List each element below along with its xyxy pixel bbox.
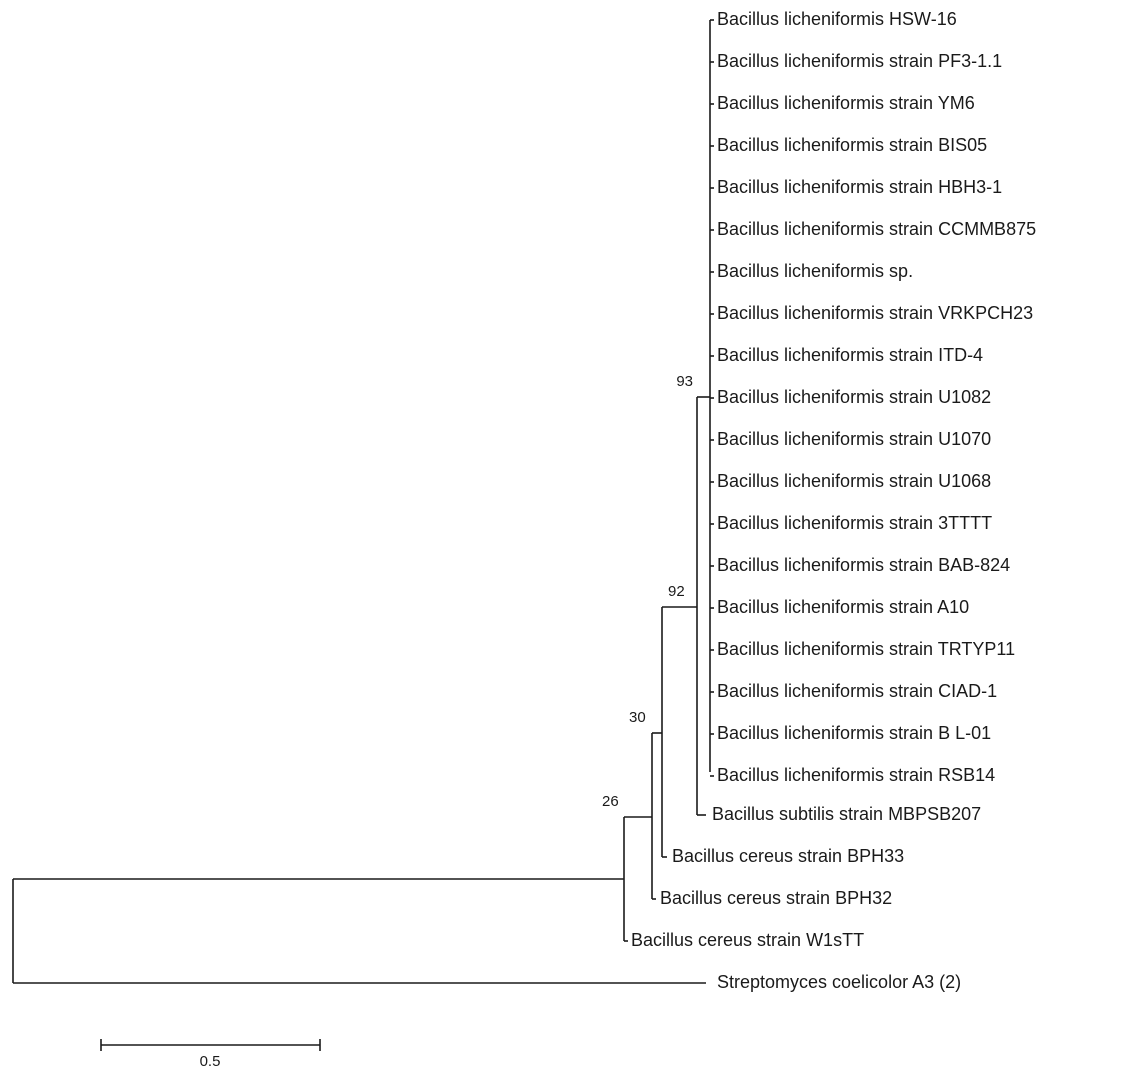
leaf-label: Bacillus licheniformis strain YM6: [717, 93, 975, 113]
leaf-label: Bacillus licheniformis strain RSB14: [717, 765, 995, 785]
leaf-label: Bacillus licheniformis strain B L-01: [717, 723, 991, 743]
leaf-label: Bacillus licheniformis strain HBH3-1: [717, 177, 1002, 197]
leaf-label: Bacillus licheniformis strain TRTYP11: [717, 639, 1015, 659]
leaf-label: Bacillus licheniformis strain BAB-824: [717, 555, 1010, 575]
leaf-label: Bacillus licheniformis strain U1082: [717, 387, 991, 407]
leaf-labels: Bacillus licheniformis HSW-16 Bacillus l…: [631, 9, 1036, 992]
leaf-label: Bacillus licheniformis strain ITD-4: [717, 345, 983, 365]
leaf-label: Bacillus cereus strain W1sTT: [631, 930, 864, 950]
bootstrap-value: 93: [676, 373, 693, 390]
leaf-label: Bacillus subtilis strain MBPSB207: [712, 804, 981, 824]
licheniformis-leaf-stubs: [710, 19, 714, 777]
leaf-label: Bacillus licheniformis strain VRKPCH23: [717, 303, 1033, 323]
leaf-label: Bacillus licheniformis strain CIAD-1: [717, 681, 997, 701]
scale-bar-label: 0.5: [200, 1053, 221, 1068]
leaf-label: Bacillus licheniformis HSW-16: [717, 9, 957, 29]
leaf-label: Bacillus licheniformis strain U1068: [717, 471, 991, 491]
leaf-label: Bacillus licheniformis strain A10: [717, 597, 969, 617]
scale-bar: 0.5: [100, 1039, 321, 1068]
bootstrap-value: 26: [602, 793, 619, 810]
tree-branches: [12, 19, 714, 984]
leaf-label: Bacillus licheniformis strain 3TTTT: [717, 513, 992, 533]
bootstrap-value: 30: [629, 709, 646, 726]
leaf-label: Bacillus licheniformis strain U1070: [717, 429, 991, 449]
leaf-label: Bacillus cereus strain BPH32: [660, 888, 892, 908]
leaf-label: Bacillus licheniformis sp.: [717, 261, 913, 281]
bootstrap-values: 93 92 30 26: [602, 373, 693, 810]
leaf-label: Bacillus cereus strain BPH33: [672, 846, 904, 866]
bootstrap-value: 92: [668, 583, 685, 600]
leaf-label: Bacillus licheniformis strain PF3-1.1: [717, 51, 1002, 71]
leaf-label: Streptomyces coelicolor A3 (2): [717, 972, 961, 992]
leaf-label: Bacillus licheniformis strain CCMMB875: [717, 219, 1036, 239]
leaf-label: Bacillus licheniformis strain BIS05: [717, 135, 987, 155]
